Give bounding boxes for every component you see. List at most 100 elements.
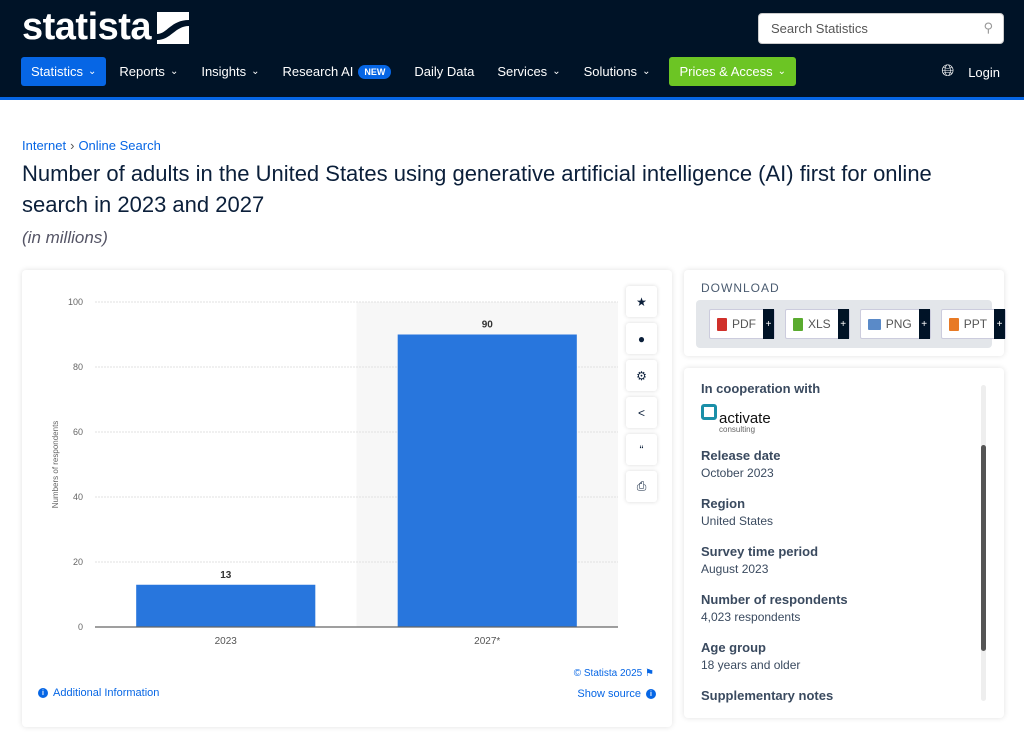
details-scrollbar[interactable] [981,385,986,701]
logo-mark-icon [157,11,190,44]
statista-copyright[interactable]: © Statista 2025 ⚑ [574,668,654,679]
share-icon[interactable]: < [626,397,657,428]
nav-research-ai[interactable]: Research AI NEW [273,57,402,86]
details-card: In cooperation with activate consulting R… [684,368,1004,718]
detail-label: Supplementary notes [701,688,834,703]
nav-label: Research AI [282,64,354,79]
detail-label: Release date [701,448,781,463]
nav-label: Daily Data [414,64,475,79]
detail-value: 4,023 respondents [701,610,801,624]
activate-logo-mark-icon [701,404,717,420]
new-badge: NEW [358,64,392,79]
nav-insights[interactable]: Insights ⌄ [191,57,269,86]
nav-label: Prices & Access [679,64,773,79]
bar-2027* [397,334,577,627]
plus-icon[interactable]: + [763,309,774,339]
nav-label: Statistics [31,64,84,79]
chevron-down-icon: ⌄ [88,66,97,77]
page-subtitle: (in millions) [22,228,108,247]
bar-2023 [136,584,316,627]
page-title: Number of adults in the United States us… [22,161,932,217]
activate-logo[interactable]: activate consulting [701,404,971,434]
info-icon: i [646,689,656,699]
breadcrumb: Internet › Online Search [22,138,161,153]
plus-icon[interactable]: + [837,309,849,339]
breadcrumb-online-search[interactable]: Online Search [78,138,161,153]
partner-name: activate [719,410,771,427]
additional-information-link[interactable]: i Additional Information [38,687,159,699]
plus-icon[interactable]: + [994,309,1006,339]
search-icon[interactable]: ⚲ [983,20,993,35]
nav-solutions[interactable]: Solutions ⌄ [574,57,661,86]
chevron-down-icon: ⌄ [777,66,787,77]
copyright-text: © Statista 2025 [573,668,643,679]
download-pdf-button[interactable]: PDF + [709,309,775,339]
quote-icon[interactable]: “ [626,434,657,465]
detail-value: August 2023 [701,562,769,576]
download-card: DOWNLOAD PDF + XLS + PNG + PPT + [684,270,1007,356]
detail-value: October 2023 [701,466,774,480]
y-tick-label: 80 [73,362,83,372]
chart-card: 0 20 40 60 80 100 Numbers of respondents 13 2023… [22,270,672,727]
data-label: 13 [220,570,232,581]
scrollbar-thumb[interactable] [981,445,986,651]
print-icon[interactable]: ⎙ [626,471,657,502]
y-tick-label: 40 [73,492,83,502]
detail-label: Age group [701,640,766,655]
statista-logo[interactable]: statista [22,6,190,49]
chevron-down-icon: ⌄ [251,66,260,77]
login-link[interactable]: Login [968,64,1000,80]
png-image-icon [867,318,881,330]
login-area: 🌐︎ Login [941,63,1000,81]
breadcrumb-separator: › [70,138,75,153]
download-xls-button[interactable]: XLS + [785,309,850,339]
chart-toolbar: ★ ● ⚙ < “ ⎙ [626,286,657,502]
cooperation-label: In cooperation with [701,381,821,396]
x-tick-label: 2023 [215,636,238,647]
gear-icon[interactable]: ⚙ [626,360,657,391]
download-png-button[interactable]: PNG + [859,309,931,339]
y-tick-label: 0 [78,622,83,632]
star-icon[interactable]: ★ [626,286,657,317]
search-input[interactable]: Search Statistics ⚲ [758,13,1004,44]
y-axis-label: Numbers of respondents [51,421,60,509]
nav-prices-access[interactable]: Prices & Access ⌄ [669,57,797,86]
nav-label: Services [497,64,548,79]
logo-text: statista [22,6,152,48]
nav-label: Solutions [583,64,638,79]
x-tick-label: 2027* [474,636,500,647]
chevron-down-icon: ⌄ [169,66,179,77]
bell-icon[interactable]: ● [626,323,657,354]
plus-icon[interactable]: + [918,309,930,339]
additional-info-text: Additional Information [53,687,160,699]
show-source-text: Show source [577,688,641,700]
globe-icon[interactable]: 🌐︎ [941,63,955,80]
nav-services[interactable]: Services ⌄ [487,57,570,86]
y-tick-label: 60 [73,427,83,437]
detail-label: Region [701,496,746,511]
y-tick-label: 100 [68,297,83,307]
nav-label: Reports [119,64,165,79]
breadcrumb-internet[interactable]: Internet [22,138,67,153]
bar-chart: 0 20 40 60 80 100 Numbers of respondents 13 2023… [51,297,618,647]
detail-label: Survey time period [701,544,819,559]
xls-file-icon [793,317,803,331]
nav-daily-data[interactable]: Daily Data [404,57,484,86]
flag-icon: ⚑ [645,668,654,679]
info-icon: i [38,688,48,698]
show-source-link[interactable]: Show source i [577,688,656,700]
download-title: DOWNLOAD [701,281,780,295]
y-tick-label: 20 [73,557,83,567]
download-ppt-button[interactable]: PPT + [940,309,1007,339]
pdf-file-icon [717,317,727,331]
chevron-down-icon: ⌄ [642,66,651,77]
format-label: PNG [885,317,912,331]
data-label: 90 [482,320,494,331]
nav-reports[interactable]: Reports ⌄ [109,57,188,86]
nav-statistics[interactable]: Statistics ⌄ [21,57,107,86]
top-header: statista Search Statistics ⚲ Statistics ⌄ … [0,0,1024,100]
partner-sub: consulting [719,425,756,434]
detail-label: Number of respondents [701,592,848,607]
search-placeholder: Search Statistics [771,21,868,36]
ppt-file-icon [948,317,959,331]
